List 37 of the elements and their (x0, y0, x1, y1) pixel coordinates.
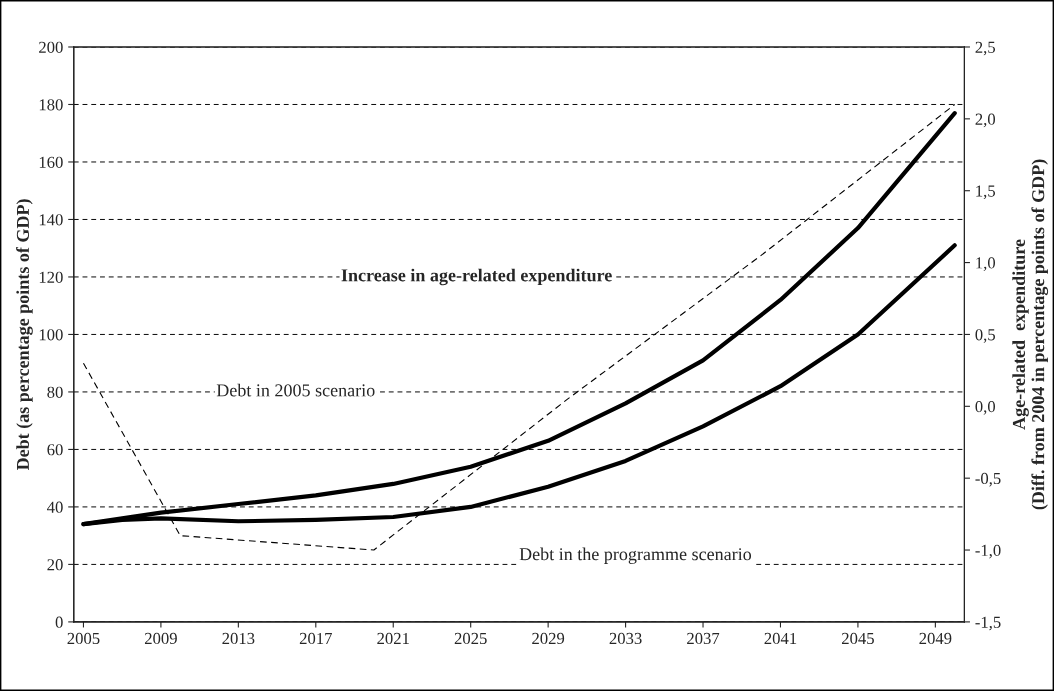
y-tick-label: 140 (39, 214, 63, 226)
annotation: Debt in the programme scenario (519, 547, 752, 564)
x-tick-label: 2029 (532, 632, 565, 645)
x-tick-label: 2049 (919, 632, 952, 645)
y-tick-label: 100 (39, 329, 63, 341)
annotation: Debt in 2005 scenario (216, 383, 375, 397)
y-axis-title: Debt (as percentage points of GDP) (16, 199, 33, 471)
x-tick-label: 2041 (764, 632, 797, 645)
x-tick-label: 2021 (377, 632, 409, 645)
y2-tick-label: 1,0 (976, 257, 996, 271)
y2-tick-label: -1,0 (975, 544, 1001, 559)
x-tick-label: 2017 (299, 632, 332, 645)
y-tick-label: 40 (47, 501, 63, 513)
y-tick-label: 80 (47, 386, 63, 398)
y2-axis-title: Age-related expenditure (Diff. from 2004 in percentage points of GDP) (1012, 159, 1049, 510)
y-tick-label: 200 (39, 41, 63, 53)
x-tick-label: 2005 (67, 632, 100, 645)
y-tick-label: 180 (39, 99, 63, 111)
y-tick-label: 0 (55, 616, 63, 628)
y-tick-label: 120 (39, 271, 63, 283)
y2-tick-label: 1,5 (976, 185, 996, 200)
y-tick-label: 20 (47, 559, 63, 571)
x-tick-label: 2025 (454, 632, 487, 645)
y2-tick-label: 0,5 (975, 329, 996, 343)
x-tick-label: 2009 (144, 632, 177, 645)
y2-tick-label: -1,5 (975, 616, 1001, 631)
y2-tick-label: 2,0 (975, 113, 996, 128)
x-tick-label: 2037 (687, 632, 720, 645)
y2-tick-label: -0,5 (975, 472, 1001, 487)
y2-tick-label: 2,5 (975, 41, 996, 56)
x-tick-label: 2033 (609, 632, 642, 645)
x-tick-label: 2045 (841, 632, 874, 645)
y-tick-label: 60 (47, 444, 63, 456)
annotation: Increase in age-related expenditure (341, 268, 612, 286)
x-tick-label: 2013 (222, 632, 255, 645)
y2-tick-label: 0,0 (975, 401, 996, 415)
y-tick-label: 160 (39, 156, 63, 168)
